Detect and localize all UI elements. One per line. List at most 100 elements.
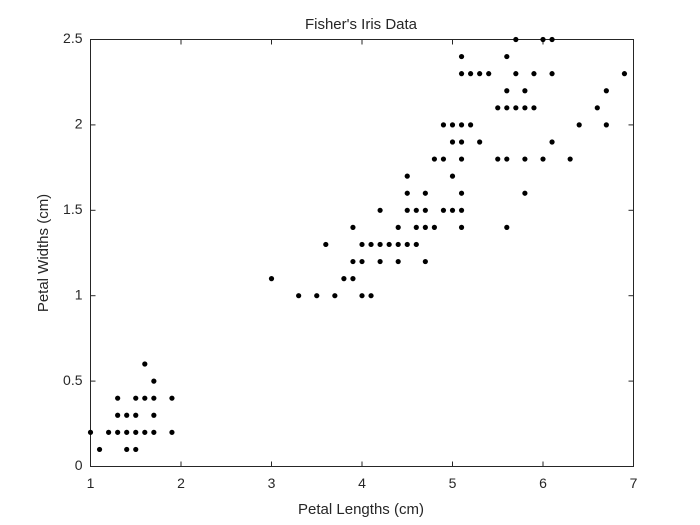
point <box>314 293 320 299</box>
point <box>458 190 465 196</box>
point <box>133 412 139 418</box>
x-tick-label: 1 <box>87 475 95 491</box>
point <box>549 36 555 43</box>
point <box>404 241 410 248</box>
point <box>458 207 465 213</box>
point <box>142 361 148 367</box>
point <box>458 53 465 60</box>
y-tick-label: 2 <box>75 116 83 132</box>
point <box>368 241 374 248</box>
point <box>477 139 483 145</box>
y-tick-label: 0.5 <box>63 372 83 388</box>
point <box>106 429 112 435</box>
point <box>549 71 555 77</box>
point <box>513 71 519 77</box>
point <box>268 276 275 282</box>
point <box>359 258 365 265</box>
point <box>323 241 329 248</box>
point <box>395 258 401 265</box>
point <box>377 241 383 248</box>
point <box>296 293 302 299</box>
point <box>522 156 528 162</box>
point <box>142 395 148 401</box>
point <box>115 395 121 401</box>
point <box>133 429 139 435</box>
point <box>142 429 148 435</box>
y-tick-label: 0 <box>75 457 83 473</box>
point <box>513 105 519 111</box>
point <box>422 190 428 196</box>
x-tick-label: 5 <box>449 475 457 491</box>
point <box>567 156 573 162</box>
point <box>151 378 157 384</box>
point <box>603 122 609 128</box>
point <box>413 207 419 213</box>
point <box>350 224 356 230</box>
point <box>350 258 356 265</box>
point <box>368 293 374 299</box>
point <box>486 71 492 77</box>
point <box>522 88 528 94</box>
point <box>87 429 94 435</box>
point <box>504 88 510 94</box>
x-axis-label: Petal Lengths (cm) <box>298 501 424 518</box>
y-axis-label: Petal Widths (cm) <box>35 194 52 312</box>
point <box>431 156 437 162</box>
point <box>133 446 139 453</box>
point <box>124 429 130 435</box>
point <box>96 446 103 453</box>
point <box>422 207 428 213</box>
x-tick-label: 6 <box>539 475 547 491</box>
point <box>449 122 456 128</box>
point <box>458 156 465 162</box>
point <box>540 156 546 162</box>
point <box>468 71 474 77</box>
point <box>603 88 609 94</box>
point <box>404 207 410 213</box>
point <box>115 412 121 418</box>
point <box>341 276 347 282</box>
point <box>621 71 628 77</box>
point <box>440 156 447 162</box>
x-tick-label: 2 <box>177 475 185 491</box>
point <box>413 224 419 230</box>
point <box>377 258 383 265</box>
point <box>449 207 456 213</box>
point <box>359 293 365 299</box>
point <box>440 122 447 128</box>
point <box>413 241 419 248</box>
point <box>504 105 510 111</box>
point <box>477 71 483 77</box>
point <box>332 293 338 299</box>
point <box>151 395 157 401</box>
y-tick-label: 2.5 <box>63 30 83 46</box>
point <box>124 412 130 418</box>
point <box>495 156 501 162</box>
point <box>124 446 130 453</box>
point <box>513 36 519 43</box>
point <box>458 139 465 145</box>
point <box>522 190 528 196</box>
point <box>169 429 175 435</box>
point <box>549 139 555 145</box>
point <box>377 207 383 213</box>
point <box>522 105 528 111</box>
point <box>468 122 474 128</box>
point <box>449 139 456 145</box>
point <box>395 241 401 248</box>
point <box>350 276 356 282</box>
y-tick-label: 1 <box>75 286 83 302</box>
point <box>458 122 465 128</box>
point <box>431 224 437 230</box>
point <box>458 224 465 230</box>
point <box>404 173 410 179</box>
x-tick-label: 4 <box>358 475 366 491</box>
x-tick-label: 7 <box>630 475 638 491</box>
point <box>133 395 139 401</box>
point <box>422 258 428 265</box>
point <box>422 224 428 230</box>
x-tick-label: 3 <box>268 475 276 491</box>
point <box>576 122 582 128</box>
